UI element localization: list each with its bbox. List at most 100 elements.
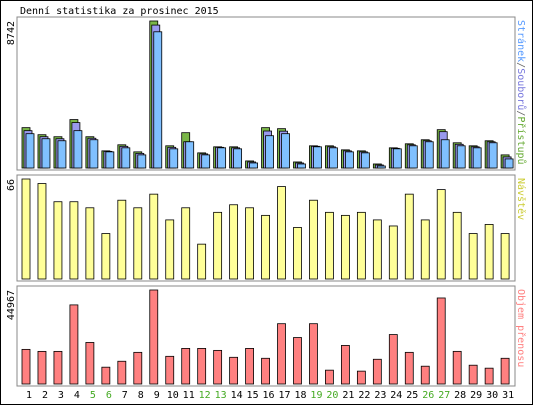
bar: [340, 345, 350, 385]
bar: [229, 204, 239, 280]
bar: [436, 189, 446, 280]
bar: [265, 135, 274, 169]
bar: [117, 360, 127, 385]
x-tick-label: 16: [263, 390, 275, 401]
legend: Objem přenosu: [515, 289, 527, 367]
bar: [149, 193, 159, 280]
bar: [201, 154, 211, 169]
bar: [436, 297, 446, 385]
x-tick-label: 17: [278, 390, 290, 401]
bar: [329, 147, 338, 169]
x-tick-label: 9: [154, 390, 160, 401]
bar: [293, 227, 302, 280]
x-tick-label: 1: [26, 390, 32, 401]
bar: [137, 154, 147, 169]
x-tick-label: 19: [310, 390, 322, 401]
x-tick-label: 30: [486, 390, 498, 401]
bar: [233, 148, 243, 169]
x-tick-label: 13: [215, 390, 227, 401]
legend-entry: Objem přenosu: [515, 289, 527, 367]
bar: [245, 207, 254, 280]
bar: [277, 186, 286, 280]
bar: [133, 351, 143, 385]
bar: [297, 163, 306, 169]
bar: [121, 147, 131, 169]
bar: [456, 145, 466, 169]
panel: [16, 174, 516, 282]
legend-entry: Návštěv: [515, 178, 527, 220]
bar: [85, 207, 95, 280]
bar: [261, 214, 270, 280]
bar: [197, 348, 207, 385]
bar: [488, 142, 498, 169]
bar: [404, 193, 414, 280]
bar: [281, 133, 290, 169]
bar: [408, 145, 418, 169]
bar: [261, 357, 270, 385]
bar: [484, 367, 494, 385]
bar: [165, 355, 175, 385]
bar: [500, 233, 510, 280]
bar: [117, 199, 127, 280]
x-tick-label: 31: [502, 390, 514, 401]
bar: [105, 151, 115, 169]
bar: [420, 365, 430, 385]
bar: [21, 178, 31, 280]
legend-entry: Stránek: [515, 20, 527, 62]
x-tick-label: 2: [42, 390, 48, 401]
x-tick-label: 24: [390, 390, 402, 401]
bar: [468, 233, 478, 280]
panel: [16, 285, 516, 387]
x-tick-label: 20: [326, 390, 338, 401]
bar: [309, 323, 318, 385]
x-tick-label: 6: [106, 390, 112, 401]
bar: [424, 141, 434, 169]
y-tick-label: 66: [6, 179, 17, 191]
bar: [217, 147, 227, 169]
bar: [197, 243, 207, 280]
x-tick-label: 4: [74, 390, 80, 401]
bar: [484, 224, 494, 280]
bar: [165, 219, 175, 280]
bar: [376, 165, 386, 169]
bar: [340, 214, 350, 280]
bar: [372, 219, 382, 280]
x-tick-label: 25: [406, 390, 418, 401]
bar: [452, 350, 462, 385]
x-tick-label: 10: [167, 390, 179, 401]
bar: [69, 201, 79, 280]
x-tick-label: 22: [358, 390, 370, 401]
bar: [504, 158, 514, 169]
bar: [277, 323, 286, 385]
bar: [309, 199, 318, 280]
bar: [468, 364, 478, 385]
bar: [149, 289, 159, 385]
legend: Stránek/Souborů/Přístupů: [515, 20, 527, 165]
bar: [73, 130, 83, 169]
bar: [249, 162, 258, 169]
y-tick-label: 44967: [6, 290, 17, 320]
bar: [452, 211, 462, 280]
bar: [313, 146, 322, 169]
x-tick-label: 14: [231, 390, 243, 401]
bar: [245, 348, 254, 385]
legend-entry: Souborů: [515, 68, 527, 110]
bar: [169, 148, 179, 169]
bar: [25, 133, 35, 169]
bar: [57, 140, 67, 169]
x-tick-label: 18: [294, 390, 306, 401]
bar: [133, 207, 143, 280]
bar: [404, 351, 414, 385]
bar: [388, 334, 398, 385]
bar: [21, 348, 31, 385]
bar: [41, 138, 51, 169]
x-tick-label: 15: [247, 390, 259, 401]
x-tick-label: 26: [422, 390, 434, 401]
bar: [101, 366, 111, 385]
bar: [360, 152, 370, 169]
bar: [85, 342, 95, 385]
bar: [37, 350, 47, 385]
bar: [420, 219, 430, 280]
